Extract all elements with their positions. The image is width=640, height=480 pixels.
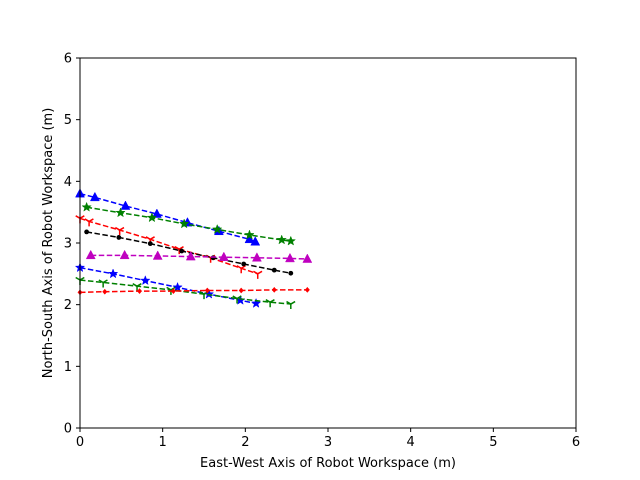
x-axis-label: East-West Axis of Robot Workspace (m): [200, 456, 456, 471]
series-line: [79, 289, 308, 294]
data-point: [132, 283, 142, 292]
data-point: [178, 218, 190, 229]
x-tick-label: 3: [324, 435, 332, 450]
x-tick-label: 0: [76, 435, 84, 450]
data-point: [251, 252, 262, 262]
data-point: [84, 218, 94, 227]
series-line: [79, 192, 256, 243]
data-point: [170, 288, 176, 295]
data-point: [271, 267, 277, 273]
data-point: [107, 268, 119, 279]
data-point: [115, 226, 125, 236]
series-line: [79, 217, 258, 275]
data-point: [265, 299, 275, 308]
y-tick-label: 4: [64, 175, 72, 190]
data-point: [285, 252, 295, 263]
data-point: [276, 234, 287, 245]
data-point: [286, 300, 296, 310]
y-tick-label: 2: [64, 298, 72, 313]
data-point: [250, 297, 262, 308]
series-line: [86, 231, 291, 274]
data-point: [288, 270, 294, 276]
data-point: [136, 288, 143, 295]
data-point: [271, 286, 277, 293]
x-tick-label: 5: [489, 435, 497, 450]
data-point: [146, 212, 158, 223]
data-point: [89, 191, 100, 202]
data-point: [115, 207, 126, 218]
data-point: [285, 235, 297, 246]
data-point: [204, 287, 210, 294]
y-tick-label: 0: [64, 422, 72, 437]
x-axis-ticks: 0 1 2 3 4 5 6: [76, 428, 580, 450]
data-point: [232, 295, 242, 304]
series-line: [79, 279, 291, 305]
data-point: [140, 275, 151, 286]
data-point: [253, 270, 263, 279]
y-tick-label: 1: [64, 360, 72, 375]
data-point: [151, 208, 162, 218]
y-tick-label: 5: [64, 113, 72, 128]
data-point: [116, 235, 122, 240]
plot-background: [80, 58, 576, 428]
data-point: [81, 201, 92, 212]
series-5: [85, 249, 313, 263]
data-point: [102, 288, 108, 295]
data-point: [147, 241, 153, 247]
data-point: [250, 236, 261, 246]
data-point: [241, 261, 247, 267]
data-point: [120, 200, 131, 210]
data-point: [172, 281, 183, 292]
x-tick-label: 2: [241, 435, 249, 450]
data-point: [236, 265, 246, 274]
y-axis-ticks: 0 1 2 3 4 5 6: [64, 52, 80, 437]
data-point: [238, 287, 244, 294]
data-point: [302, 253, 313, 263]
data-point: [218, 251, 229, 261]
x-tick-label: 1: [159, 435, 167, 450]
data-point: [304, 286, 310, 293]
series-line: [90, 254, 308, 260]
y-tick-label: 6: [64, 52, 72, 67]
data-point: [84, 229, 90, 235]
data-point: [210, 255, 216, 261]
series-6: [74, 262, 262, 308]
data-point: [98, 279, 108, 288]
data-point: [174, 246, 184, 255]
x-tick-label: 4: [407, 435, 415, 450]
data-point: [179, 248, 185, 254]
data-point: [119, 249, 130, 260]
data-point: [185, 251, 196, 261]
y-axis-label: North-South Axis of Robot Workspace (m): [41, 108, 56, 379]
data-point: [85, 249, 96, 260]
data-point: [244, 229, 255, 240]
series-2: [81, 201, 297, 246]
series-line: [86, 206, 291, 242]
data-point: [211, 223, 223, 234]
data-point: [152, 250, 163, 260]
y-tick-label: 3: [64, 237, 72, 252]
x-tick-label: 6: [572, 435, 580, 450]
